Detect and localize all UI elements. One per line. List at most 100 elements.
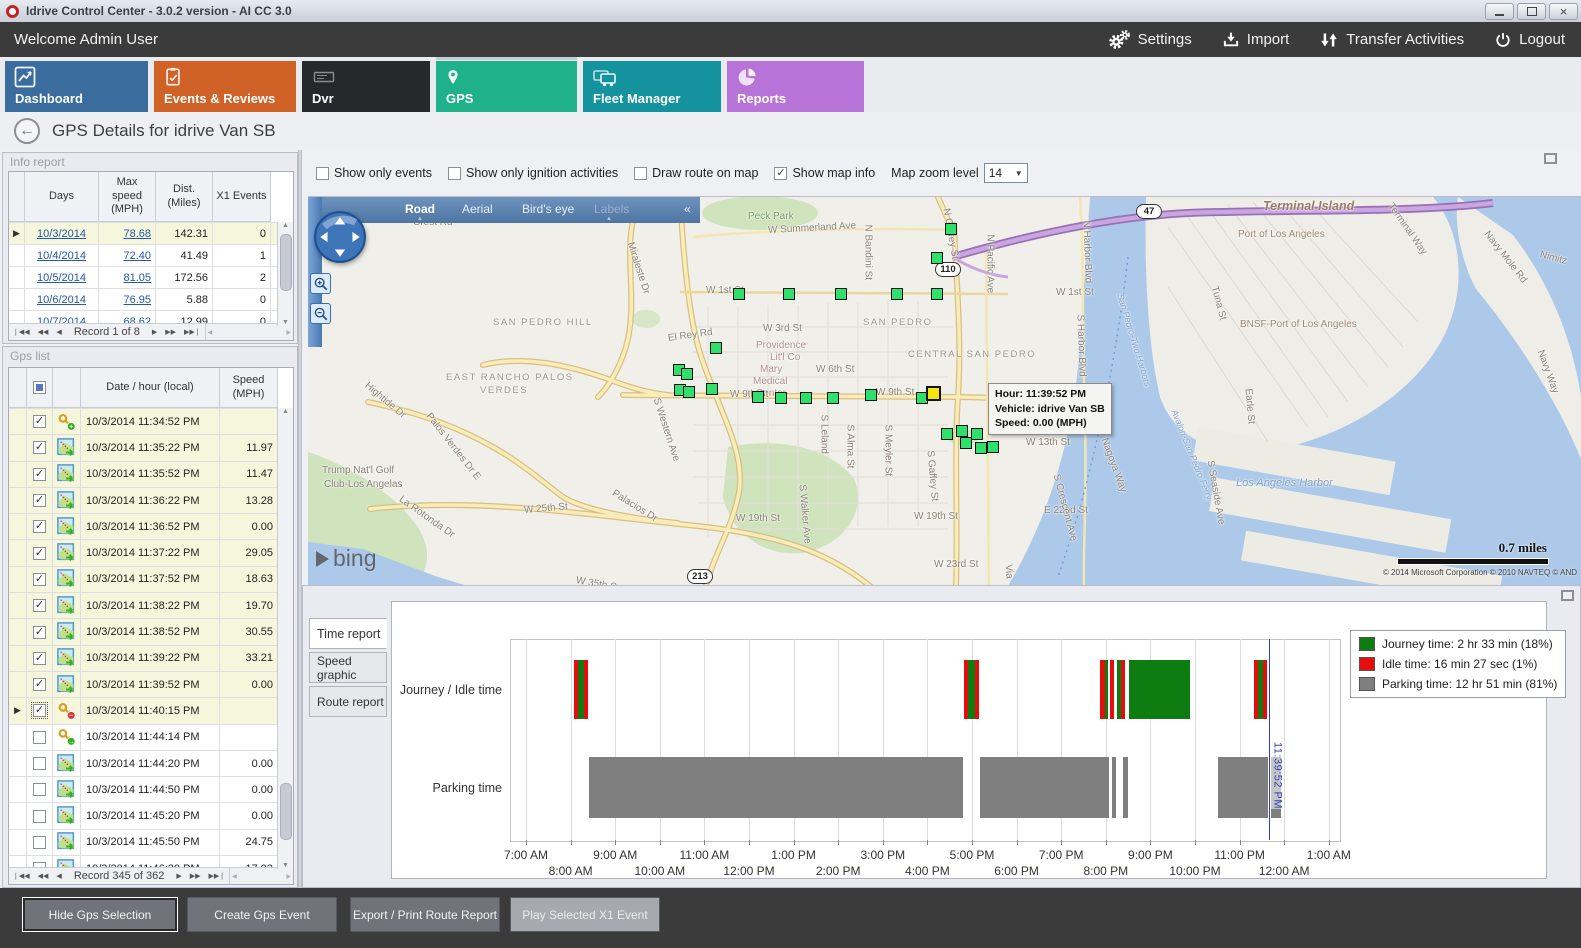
days-link[interactable]: 10/5/2014 xyxy=(37,271,86,284)
gps-pager-hscrollbar[interactable]: ◀ ▶ xyxy=(229,868,293,884)
gps-row-checkbox[interactable]: ✓ xyxy=(33,625,46,639)
checkbox-icon[interactable] xyxy=(447,166,461,180)
tab-fleet-manager[interactable]: Fleet Manager xyxy=(583,61,721,112)
map-compass-control[interactable] xyxy=(312,209,368,265)
info-maxspeed-cell[interactable]: 81.05 xyxy=(99,267,156,288)
gps-checkbox-cell[interactable]: ✓ xyxy=(27,409,53,435)
map-style-labels[interactable]: Labels xyxy=(594,202,630,216)
gps-scroll-thumb[interactable] xyxy=(280,783,292,840)
gps-point-marker[interactable] xyxy=(775,392,787,404)
gps-pager-prev-1[interactable]: ◀◀ xyxy=(37,873,49,880)
days-link[interactable]: 10/3/2014 xyxy=(37,227,86,240)
close-button[interactable]: × xyxy=(1549,3,1578,20)
gps-point-marker[interactable] xyxy=(683,386,695,398)
gps-row-checkbox[interactable]: ✓ xyxy=(33,520,46,534)
selected-gps-point-marker[interactable] xyxy=(926,386,941,401)
map-panel-collapse-button[interactable] xyxy=(1544,153,1557,164)
gps-table-row[interactable]: ✓ 10/3/2014 11:38:22 PM 19.70 xyxy=(9,593,293,620)
gps-checkbox-cell[interactable]: ✓ xyxy=(27,435,53,461)
scroll-down-icon[interactable]: ▼ xyxy=(282,862,289,869)
chart-panel-collapse-button[interactable] xyxy=(1561,590,1574,601)
info-pager-next-2[interactable]: ▶▶❘ xyxy=(184,329,201,336)
gps-point-marker[interactable] xyxy=(891,288,903,300)
gps-checkbox-cell[interactable]: ✓ xyxy=(27,566,53,593)
gps-table-row[interactable]: ✓ 10/3/2014 11:35:22 PM 11.97 xyxy=(9,435,293,462)
info-pager-prev-0[interactable]: ❘◀◀ xyxy=(13,329,30,336)
chart-tab-time-report[interactable]: Time report xyxy=(309,618,387,649)
scroll-down-icon[interactable]: ▼ xyxy=(282,319,289,326)
gps-table-row[interactable]: → 10/3/2014 11:44:14 PM xyxy=(9,724,293,751)
gps-table-row[interactable]: ✓ 10/3/2014 11:38:52 PM 30.55 xyxy=(9,619,293,646)
gps-table-row[interactable]: ✓ 10/3/2014 11:39:22 PM 33.21 xyxy=(9,645,293,672)
minimize-button[interactable] xyxy=(1485,3,1514,20)
gps-checkbox-cell[interactable] xyxy=(27,829,53,856)
max-speed-link[interactable]: 81.05 xyxy=(123,271,151,284)
gps-point-marker[interactable] xyxy=(956,425,968,437)
gps-row-checkbox[interactable]: ✓ xyxy=(33,678,46,692)
info-table-row[interactable]: ▶ 10/3/2014 78.68 142.31 0 xyxy=(9,223,293,245)
gps-table-row[interactable]: ✓ 10/3/2014 11:37:22 PM 29.05 xyxy=(9,540,293,567)
tab-dvr[interactable]: Dvr xyxy=(302,61,430,112)
gps-pager-prev-0[interactable]: ❘◀◀ xyxy=(13,873,30,880)
map-style-birdseye[interactable]: Bird's eye xyxy=(522,202,575,216)
gps-checkbox-cell[interactable] xyxy=(27,777,53,803)
gps-table-row[interactable]: ✓ 10/3/2014 11:39:52 PM 0.00 xyxy=(9,671,293,699)
gps-point-marker[interactable] xyxy=(931,288,943,300)
gps-pager-next-2[interactable]: ▶▶❘ xyxy=(208,873,226,880)
footer-button-create-gps-event[interactable]: Create Gps Event xyxy=(187,897,337,932)
gps-checkbox-cell[interactable]: ✓ xyxy=(27,514,53,540)
gps-point-marker[interactable] xyxy=(945,223,957,235)
map-style-aerial[interactable]: Aerial xyxy=(462,202,493,216)
gps-point-marker[interactable] xyxy=(706,383,718,395)
checkbox-icon[interactable]: ✓ xyxy=(774,166,788,180)
map-style-[interactable]: « xyxy=(684,202,691,216)
gps-table-row[interactable]: 10/3/2014 11:44:20 PM 0.00 xyxy=(9,750,293,778)
topbar-action-settings[interactable]: Settings xyxy=(1107,29,1192,51)
days-link[interactable]: 10/6/2014 xyxy=(37,293,86,306)
gps-row-checkbox[interactable] xyxy=(33,757,46,770)
gps-checkbox-cell[interactable]: ✓ xyxy=(27,593,53,619)
gps-checkbox-cell[interactable]: ✓ xyxy=(27,540,53,566)
gps-table-row[interactable]: ✓ 10/3/2014 11:37:52 PM 18.63 xyxy=(9,566,293,594)
gps-point-marker[interactable] xyxy=(941,428,953,440)
map-zoom-out-button[interactable] xyxy=(310,303,331,324)
gps-table-scrollbar[interactable]: ▲ ▼ xyxy=(277,408,293,869)
gps-checkbox-cell[interactable]: ✓ xyxy=(27,619,53,645)
gps-point-marker[interactable] xyxy=(865,389,877,401)
info-table-scrollbar[interactable]: ▲ ▼ xyxy=(277,222,293,326)
gps-checkbox-cell[interactable]: ✓ xyxy=(27,671,53,698)
gps-row-checkbox[interactable] xyxy=(33,835,46,849)
checkbox-icon[interactable] xyxy=(316,166,329,180)
gps-table-row[interactable]: ✓ 10/3/2014 11:35:52 PM 11.47 xyxy=(9,461,293,488)
gps-row-checkbox[interactable] xyxy=(33,730,46,744)
gps-point-marker[interactable] xyxy=(960,437,972,449)
days-link[interactable]: 10/4/2014 xyxy=(37,249,86,262)
gps-checkbox-cell[interactable] xyxy=(27,750,53,777)
gps-header-selectall[interactable] xyxy=(27,368,53,408)
map-option-show-only-ignition-activities[interactable]: Show only ignition activities xyxy=(447,166,618,180)
info-table-row[interactable]: 10/5/2014 81.05 172.56 2 xyxy=(9,267,293,289)
gps-point-marker[interactable] xyxy=(827,392,839,404)
gps-point-marker[interactable] xyxy=(783,288,795,300)
tab-events-reviews[interactable]: Events & Reviews xyxy=(154,61,296,112)
map-zoom-select[interactable]: 14 ▼ xyxy=(983,163,1028,183)
gps-table-row[interactable]: 10/3/2014 11:45:50 PM 24.75 xyxy=(9,829,293,857)
map-option-show-map-info[interactable]: ✓ Show map info xyxy=(774,166,875,180)
info-days-cell[interactable]: 10/3/2014 xyxy=(25,223,99,244)
back-button[interactable]: ← xyxy=(14,118,40,144)
topbar-action-import[interactable]: Import xyxy=(1222,31,1289,49)
max-speed-link[interactable]: 76.95 xyxy=(123,293,151,306)
gps-row-checkbox[interactable] xyxy=(33,783,46,797)
info-table-row[interactable]: 10/6/2014 76.95 5.88 0 xyxy=(9,289,293,311)
gps-row-checkbox[interactable]: ✓ xyxy=(33,494,46,508)
gps-row-checkbox[interactable]: ✓ xyxy=(33,415,46,429)
info-pager-next-1[interactable]: ▶▶ xyxy=(165,329,177,336)
gps-point-marker[interactable] xyxy=(987,441,999,453)
tab-reports[interactable]: Reports xyxy=(727,61,864,112)
gps-table-row[interactable]: ▶ ✓ − 10/3/2014 11:40:15 PM xyxy=(9,698,293,725)
map-option-draw-route-on-map[interactable]: Draw route on map xyxy=(634,166,758,180)
info-pager-prev-2[interactable]: ◀ xyxy=(56,329,62,336)
gps-point-marker[interactable] xyxy=(971,428,983,440)
max-speed-link[interactable]: 78.68 xyxy=(123,227,151,240)
info-table-row[interactable]: 10/4/2014 72.40 41.49 1 xyxy=(9,245,293,267)
